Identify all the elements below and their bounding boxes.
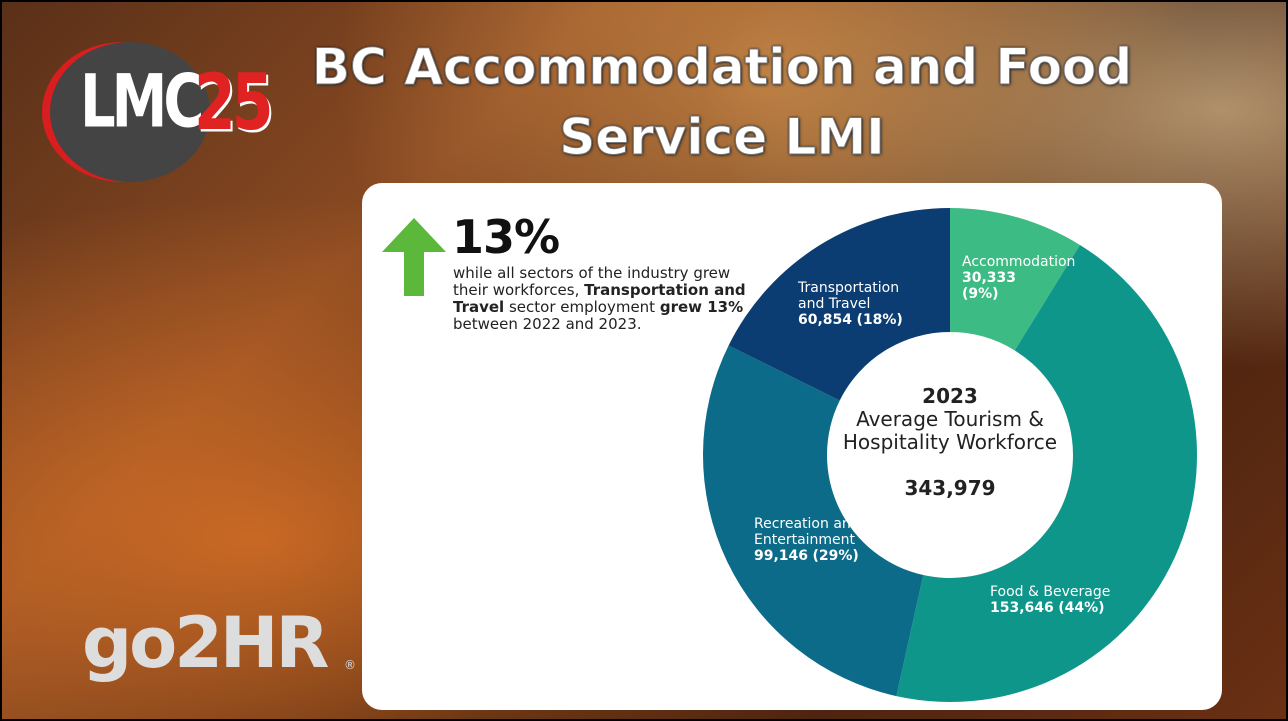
slice-name: Food & Beverage bbox=[990, 584, 1111, 600]
slice-label: Transportation and Travel 60,854 (18%) bbox=[798, 280, 918, 328]
donut-slice bbox=[702, 345, 924, 697]
stat-text-run: grew 13% bbox=[659, 298, 744, 316]
slice-label: Accommodation 30,333 (9%) bbox=[962, 254, 1092, 302]
slice-name: Accommodation bbox=[962, 254, 1076, 270]
stat-text: while all sectors of the industry grew t… bbox=[453, 265, 753, 333]
slice-share: (44%) bbox=[1058, 600, 1105, 616]
stat-text-run: Transportation and Travel bbox=[453, 281, 746, 316]
slice-value-line: 60,854 (18%) bbox=[798, 312, 918, 328]
logo-go2hr: go2HR bbox=[82, 602, 329, 684]
donut-center: 2023 Average Tourism & Hospitality Workf… bbox=[832, 384, 1068, 500]
slice-value-line: 99,146 (29%) bbox=[754, 548, 864, 564]
stat-text-run: while all sectors of the industry grew t… bbox=[453, 264, 731, 299]
slice-label: Food & Beverage 153,646 (44%) bbox=[990, 584, 1140, 616]
arrow-shape bbox=[382, 218, 446, 296]
slice-share: (18%) bbox=[856, 312, 903, 328]
center-title: Average Tourism & Hospitality Workforce bbox=[842, 407, 1058, 454]
center-year: 2023 bbox=[922, 384, 978, 408]
stat-value: 13% bbox=[452, 210, 560, 264]
slice-name: Transportation and Travel bbox=[798, 280, 900, 312]
donut-slice bbox=[896, 244, 1197, 703]
slice-share: (9%) bbox=[962, 286, 999, 302]
slice-value-line: 153,646 (44%) bbox=[990, 600, 1140, 616]
logo-letters: LMC bbox=[80, 60, 204, 145]
slice-name: Recreation and Entertainment bbox=[754, 516, 860, 548]
slide-title: BC Accommodation and Food Service LMI bbox=[311, 38, 1133, 167]
logo-mark: ® bbox=[344, 658, 356, 672]
slice-value: 30,333 bbox=[962, 270, 1017, 286]
slice-label: Recreation and Entertainment 99,146 (29%) bbox=[754, 516, 864, 564]
slice-value: 60,854 bbox=[798, 312, 853, 328]
slice-value-line: 30,333 bbox=[962, 270, 1092, 286]
stat-text-run: sector employment bbox=[504, 298, 660, 316]
donut-chart bbox=[702, 208, 1197, 703]
slice-value: 153,646 bbox=[990, 600, 1054, 616]
stat-text-run: between 2022 and 2023. bbox=[453, 315, 642, 333]
logo-circle bbox=[50, 42, 210, 182]
donut-slice bbox=[728, 208, 950, 401]
slice-value: 99,146 bbox=[754, 548, 809, 564]
donut-slice bbox=[950, 208, 1080, 351]
center-total: 343,979 bbox=[904, 476, 996, 500]
logo-number: 25 bbox=[194, 57, 273, 149]
up-arrow bbox=[382, 218, 446, 296]
slice-share: (29%) bbox=[812, 548, 859, 564]
